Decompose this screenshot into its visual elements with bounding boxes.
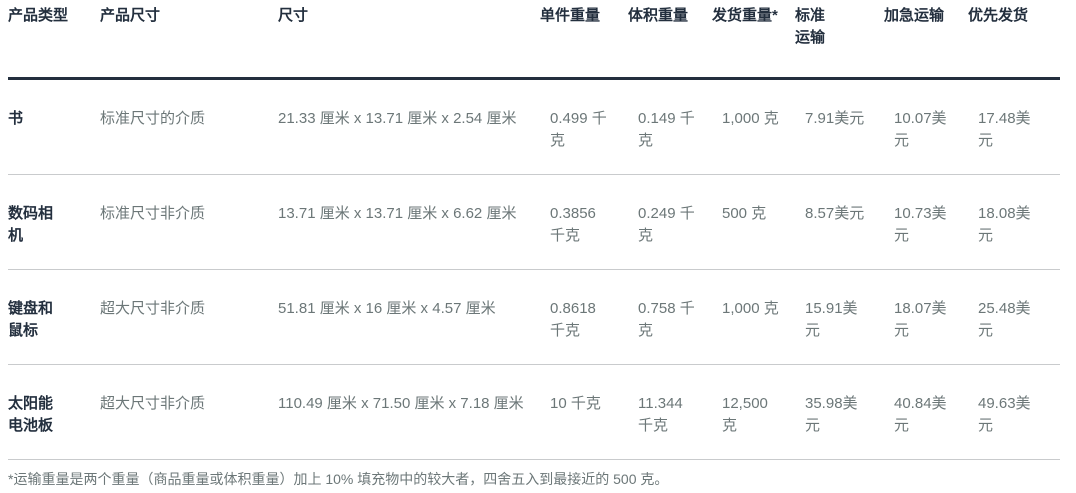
cell-dimensions: 110.49 厘米 x 71.50 厘米 x 7.18 厘米 [278,395,524,412]
cell-unit-weight: 10 千克 [550,395,601,412]
cell-product-size: 标准尺寸非介质 [100,205,206,222]
cell-product-type: 书 [8,110,24,127]
cell-product-type: 键盘和鼠标 [8,300,54,339]
column-header-priority-shipping: 优先发货 [968,7,1029,24]
column-header-expedited-shipping: 加急运输 [884,7,945,24]
cell-expedited-shipping: 10.07美元 [894,110,947,149]
table-row-solar-panel: 太阳能电池板 超大尺寸非介质 110.49 厘米 x 71.50 厘米 x 7.… [8,365,1060,460]
shipping-rates-table: 产品类型 产品尺寸 尺寸 单件重量 体积重量 发货重量* 标准运输 加急运输 优… [8,0,1060,460]
cell-standard-shipping: 15.91美元 [805,300,858,339]
cell-shipping-weight: 500 克 [722,205,767,222]
table-row-digital-camera: 数码相机 标准尺寸非介质 13.71 厘米 x 13.71 厘米 x 6.62 … [8,175,1060,270]
cell-volume-weight: 11.344 千克 [638,395,683,434]
cell-standard-shipping: 35.98美元 [805,395,858,434]
cell-shipping-weight: 1,000 克 [722,300,779,317]
footnote: *运输重量是两个重量（商品重量或体积重量）加上 10% 填充物中的较大者，四舍五… [8,471,669,487]
cell-product-size: 超大尺寸非介质 [100,395,206,412]
cell-unit-weight: 0.3856 千克 [550,205,596,244]
table-row-book: 书 标准尺寸的介质 21.33 厘米 x 13.71 厘米 x 2.54 厘米 … [8,79,1060,175]
cell-expedited-shipping: 18.07美元 [894,300,947,339]
cell-volume-weight: 0.249 千克 [638,205,695,244]
cell-expedited-shipping: 40.84美元 [894,395,947,434]
cell-product-type: 数码相机 [8,205,54,244]
table-row-keyboard-mouse: 键盘和鼠标 超大尺寸非介质 51.81 厘米 x 16 厘米 x 4.57 厘米… [8,270,1060,365]
cell-volume-weight: 0.758 千克 [638,300,695,339]
cell-standard-shipping: 8.57美元 [805,205,865,222]
column-header-unit-weight: 单件重量 [540,7,601,24]
cell-shipping-weight: 1,000 克 [722,110,779,127]
cell-priority-shipping: 18.08美元 [978,205,1031,244]
cell-shipping-weight: 12,500 克 [722,395,768,434]
cell-priority-shipping: 49.63美元 [978,395,1031,434]
cell-volume-weight: 0.149 千克 [638,110,695,149]
cell-expedited-shipping: 10.73美元 [894,205,947,244]
cell-dimensions: 51.81 厘米 x 16 厘米 x 4.57 厘米 [278,300,496,317]
column-header-product-type: 产品类型 [8,7,69,24]
cell-standard-shipping: 7.91美元 [805,110,865,127]
column-header-product-size: 产品尺寸 [100,7,161,24]
column-header-volume-weight: 体积重量 [628,7,689,24]
column-header-standard-shipping: 标准运输 [795,7,826,46]
cell-dimensions: 21.33 厘米 x 13.71 厘米 x 2.54 厘米 [278,110,517,127]
cell-product-type: 太阳能电池板 [8,395,54,434]
table-header-row: 产品类型 产品尺寸 尺寸 单件重量 体积重量 发货重量* 标准运输 加急运输 优… [8,0,1060,79]
cell-unit-weight: 0.499 千克 [550,110,607,149]
cell-unit-weight: 0.8618 千克 [550,300,596,339]
cell-priority-shipping: 17.48美元 [978,110,1031,149]
column-header-shipping-weight: 发货重量* [712,7,778,24]
cell-product-size: 超大尺寸非介质 [100,300,206,317]
cell-priority-shipping: 25.48美元 [978,300,1031,339]
cell-dimensions: 13.71 厘米 x 13.71 厘米 x 6.62 厘米 [278,205,517,222]
cell-product-size: 标准尺寸的介质 [100,110,206,127]
column-header-dimensions: 尺寸 [278,7,309,24]
